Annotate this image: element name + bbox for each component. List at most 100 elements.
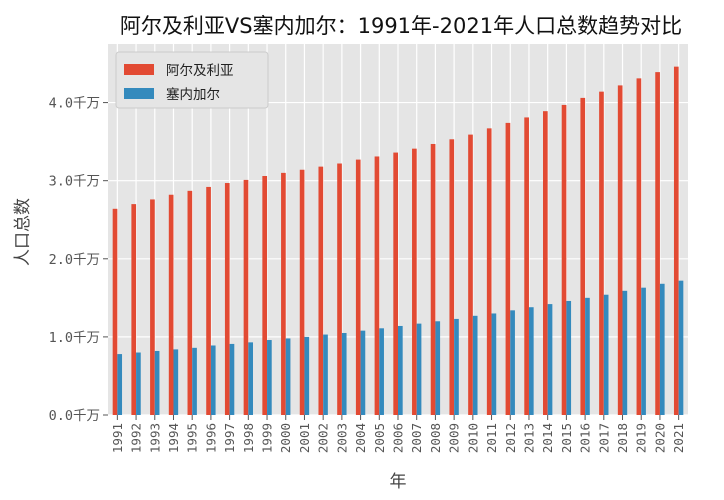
x-tick-label: 2003 (334, 423, 349, 453)
bar-series-1-1994 (168, 194, 174, 415)
bar-series-1-1993 (150, 199, 155, 415)
legend-label: 阿尔及利亚 (166, 63, 234, 79)
y-tick-label: 0.0千万 (49, 408, 100, 424)
x-tick-label: 2002 (316, 423, 331, 453)
bar-series-2-2013 (528, 307, 534, 415)
y-tick-label: 2.0千万 (49, 252, 100, 268)
bar-series-1-2010 (468, 134, 473, 415)
bar-series-1-1996 (206, 186, 211, 415)
x-tick-label: 2000 (278, 423, 293, 453)
bar-series-1-2003 (337, 163, 342, 415)
bar-series-2-2007 (416, 323, 422, 415)
bar-series-1-2000 (281, 172, 286, 415)
x-tick-label: 1997 (222, 423, 237, 453)
x-tick-label: 2007 (409, 423, 424, 453)
x-tick-label: 2005 (372, 423, 387, 453)
bar-series-1-2002 (318, 166, 324, 415)
bar-series-2-2000 (285, 338, 291, 415)
bar-series-2-2016 (585, 297, 590, 415)
bar-series-2-1996 (210, 345, 216, 415)
bar-series-1-2016 (580, 97, 586, 415)
y-axis-label: 人口总数 (13, 198, 33, 266)
bar-series-1-2019 (636, 78, 642, 415)
bar-series-2-2011 (491, 313, 497, 415)
x-tick-label: 2014 (540, 423, 555, 453)
bar-series-1-2007 (412, 148, 417, 415)
x-tick-label: 1994 (166, 423, 181, 453)
bar-series-1-2013 (524, 117, 529, 415)
bar-series-2-2008 (435, 321, 441, 415)
bar-series-1-2015 (561, 104, 567, 415)
bar-series-1-1999 (262, 175, 268, 415)
x-tick-label: 2010 (465, 423, 480, 453)
bar-series-1-1997 (224, 183, 230, 415)
bar-series-2-1993 (154, 350, 160, 415)
bar-series-1-1995 (187, 190, 193, 415)
y-tick-label: 4.0千万 (49, 96, 100, 112)
x-tick-label: 1993 (147, 423, 162, 453)
bar-series-2-2014 (547, 304, 553, 415)
bar-series-2-2019 (641, 287, 646, 415)
bar-series-2-2020 (659, 283, 665, 415)
bar-series-2-2001 (304, 336, 310, 415)
x-tick-label: 2009 (447, 423, 462, 453)
bar-series-1-2021 (673, 66, 679, 416)
bar-series-1-2009 (449, 139, 455, 415)
x-tick-label: 1995 (185, 423, 200, 453)
bar-series-2-1994 (173, 349, 179, 415)
x-tick-label: 2020 (652, 423, 667, 453)
bar-series-1-2005 (374, 156, 380, 416)
x-tick-label: 2008 (428, 423, 443, 453)
x-axis-ticks: 1991 1992 1993 1994 1995 1996 1997 1998 1999 2000… (110, 415, 686, 453)
bar-series-2-2012 (510, 310, 515, 415)
x-tick-label: 1998 (241, 423, 256, 453)
x-tick-label: 2017 (596, 423, 611, 453)
bar-series-2-2015 (566, 300, 572, 415)
x-tick-label: 2004 (353, 423, 368, 453)
bar-series-2-2010 (472, 315, 478, 415)
bar-series-2-1995 (192, 347, 197, 415)
bar-series-2-2006 (398, 325, 403, 415)
x-tick-label: 2019 (634, 423, 649, 453)
x-tick-label: 2001 (297, 423, 312, 453)
chart-title: 阿尔及利亚VS塞内加尔：1991年-2021年人口总数趋势对比 (120, 14, 682, 38)
x-tick-label: 2012 (503, 423, 518, 453)
bar-series-1-1991 (112, 208, 118, 415)
x-tick-label: 1996 (203, 423, 218, 453)
x-tick-label: 2015 (559, 423, 574, 453)
bar-series-2-2004 (360, 330, 366, 415)
bar-series-2-2018 (622, 290, 628, 415)
bar-series-1-2020 (655, 72, 660, 416)
legend-swatch (124, 88, 154, 99)
x-tick-label: 2021 (671, 423, 686, 453)
bar-series-2-1992 (136, 352, 141, 415)
x-tick-label: 2006 (391, 423, 406, 453)
bar-series-1-2006 (393, 152, 398, 415)
legend-swatch (124, 64, 154, 75)
bar-series-2-1991 (117, 354, 123, 415)
x-axis-label: 年 (390, 472, 407, 492)
bar-series-2-2003 (341, 332, 347, 415)
y-axis-ticks: 0.0千万 1.0千万 2.0千万 3.0千万 4.0千万 (49, 96, 108, 424)
bar-series-1-2004 (355, 159, 361, 415)
bars (112, 66, 684, 416)
bar-series-1-2018 (617, 85, 623, 416)
bar-series-2-1998 (248, 342, 253, 415)
bar-series-2-1997 (229, 343, 235, 415)
bar-series-2-2002 (323, 334, 328, 415)
y-tick-label: 3.0千万 (49, 174, 100, 190)
x-tick-label: 1999 (260, 423, 275, 453)
bar-series-2-2017 (603, 294, 609, 415)
x-tick-label: 1991 (110, 423, 125, 453)
legend-label: 塞内加尔 (166, 86, 220, 103)
x-tick-label: 2011 (484, 423, 499, 453)
x-tick-label: 1992 (129, 423, 144, 453)
bar-series-2-2005 (379, 328, 384, 415)
bar-series-1-2001 (299, 169, 305, 415)
x-tick-label: 2018 (615, 423, 630, 453)
bar-series-2-1999 (267, 340, 272, 415)
bar-series-1-2008 (430, 143, 436, 415)
bar-series-1-2011 (486, 128, 492, 415)
